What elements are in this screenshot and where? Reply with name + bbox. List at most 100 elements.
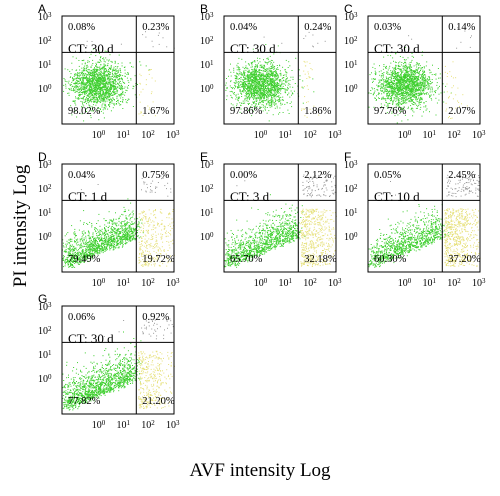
event-dot (394, 83, 396, 85)
event-dot (89, 69, 91, 71)
event-dot (85, 84, 87, 86)
event-dot (411, 103, 413, 104)
event-dot (251, 88, 253, 90)
event-dot (109, 81, 111, 83)
event-dot (230, 75, 232, 77)
event-dot (237, 66, 239, 68)
event-dot (237, 100, 239, 102)
event-dot (87, 80, 89, 82)
event-dot (383, 107, 385, 109)
event-dot (265, 103, 267, 105)
event-dot (391, 83, 393, 85)
event-dot (259, 106, 261, 108)
event-dot (267, 80, 269, 81)
event-dot (413, 56, 414, 58)
event-dot (412, 86, 414, 88)
event-dot (427, 83, 429, 85)
event-dot (375, 73, 377, 75)
event-dot (96, 66, 98, 68)
event-dot (108, 99, 110, 101)
event-dot (399, 101, 401, 103)
event-dot (388, 91, 389, 93)
event-dot (81, 90, 82, 91)
event-dot (238, 69, 240, 70)
event-dot (396, 65, 398, 67)
event-dot (417, 79, 419, 81)
event-dot (405, 63, 407, 65)
event-dot (263, 36, 265, 38)
event-dot (254, 100, 256, 102)
event-dot (255, 103, 257, 105)
event-dot (276, 85, 278, 87)
event-dot (247, 85, 249, 87)
event-dot (83, 91, 85, 93)
event-dot (273, 66, 275, 68)
event-dot (402, 102, 404, 104)
event-dot (123, 87, 125, 89)
event-dot (418, 83, 420, 84)
event-dot (392, 75, 394, 77)
event-dot (308, 75, 310, 77)
event-dot (248, 104, 249, 105)
event-dot (421, 79, 423, 81)
event-dot (115, 68, 117, 70)
event-dot (91, 92, 93, 94)
event-dot (248, 69, 250, 71)
event-dot (275, 89, 277, 91)
event-dot (112, 98, 114, 100)
event-dot (81, 77, 83, 79)
event-dot (111, 76, 113, 77)
event-dot (386, 85, 388, 87)
event-dot (91, 89, 93, 91)
event-dot (92, 73, 94, 75)
event-dot (417, 77, 418, 79)
event-dot (283, 77, 285, 79)
event-dot (376, 89, 378, 90)
event-dot (387, 93, 388, 95)
event-dot (386, 84, 388, 86)
event-dot (114, 83, 116, 85)
event-dot (280, 93, 282, 95)
event-dot (86, 90, 88, 92)
event-dot (256, 64, 258, 66)
event-dot (109, 99, 111, 101)
event-dot (267, 76, 269, 78)
event-dot (271, 67, 272, 69)
event-dot (89, 75, 91, 77)
event-dot (379, 85, 381, 87)
event-dot (244, 81, 246, 82)
event-dot (103, 97, 105, 99)
event-dot (276, 72, 277, 74)
event-dot (403, 100, 405, 102)
event-dot (90, 92, 92, 94)
event-dot (263, 87, 264, 89)
event-dot (261, 91, 263, 93)
event-dot (421, 54, 423, 56)
event-dot (399, 79, 401, 81)
event-dot (88, 81, 90, 83)
event-dot (427, 76, 429, 78)
event-dot (243, 77, 245, 78)
event-dot (415, 83, 417, 85)
event-dot (96, 97, 98, 99)
event-dot (267, 78, 269, 79)
event-dot (407, 78, 409, 80)
event-dot (88, 99, 90, 101)
event-dot (81, 93, 83, 95)
event-dot (75, 96, 76, 98)
event-dot (97, 81, 99, 83)
event-dot (410, 92, 412, 93)
event-dot (408, 95, 410, 97)
event-dot (280, 102, 282, 104)
event-dot (275, 79, 277, 81)
event-dot (94, 75, 96, 77)
event-dot (85, 98, 87, 100)
event-dot (385, 101, 387, 103)
event-dot (405, 77, 406, 79)
event-dot (429, 95, 431, 97)
event-dot (413, 111, 415, 113)
panel-c: C 100 100 101 101 102 102 103 103 0.03% 0.14% 97.76… (342, 2, 492, 142)
event-dot (66, 81, 68, 83)
event-dot (68, 88, 70, 89)
event-dot (262, 83, 264, 85)
